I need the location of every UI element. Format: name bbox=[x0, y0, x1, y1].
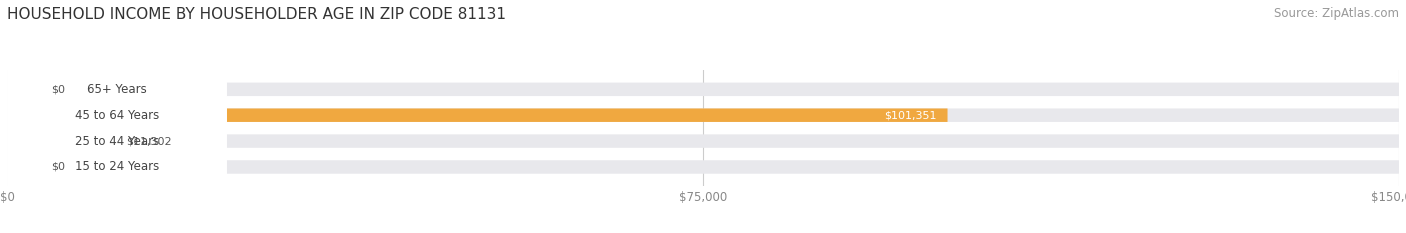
Text: $11,302: $11,302 bbox=[125, 136, 172, 146]
Text: $0: $0 bbox=[52, 162, 66, 172]
Text: 65+ Years: 65+ Years bbox=[87, 83, 146, 96]
FancyBboxPatch shape bbox=[7, 109, 1399, 122]
Text: 25 to 44 Years: 25 to 44 Years bbox=[75, 135, 159, 147]
FancyBboxPatch shape bbox=[7, 0, 226, 233]
FancyBboxPatch shape bbox=[7, 109, 948, 122]
FancyBboxPatch shape bbox=[7, 160, 38, 174]
FancyBboxPatch shape bbox=[7, 0, 226, 233]
Text: 15 to 24 Years: 15 to 24 Years bbox=[75, 161, 159, 174]
FancyBboxPatch shape bbox=[7, 0, 226, 233]
FancyBboxPatch shape bbox=[7, 82, 38, 96]
FancyBboxPatch shape bbox=[7, 134, 1399, 148]
Text: $101,351: $101,351 bbox=[884, 110, 936, 120]
FancyBboxPatch shape bbox=[7, 160, 1399, 174]
Text: 45 to 64 Years: 45 to 64 Years bbox=[75, 109, 159, 122]
Text: $0: $0 bbox=[52, 84, 66, 94]
FancyBboxPatch shape bbox=[7, 134, 112, 148]
Text: Source: ZipAtlas.com: Source: ZipAtlas.com bbox=[1274, 7, 1399, 20]
FancyBboxPatch shape bbox=[7, 0, 226, 233]
Text: HOUSEHOLD INCOME BY HOUSEHOLDER AGE IN ZIP CODE 81131: HOUSEHOLD INCOME BY HOUSEHOLDER AGE IN Z… bbox=[7, 7, 506, 22]
FancyBboxPatch shape bbox=[7, 82, 1399, 96]
